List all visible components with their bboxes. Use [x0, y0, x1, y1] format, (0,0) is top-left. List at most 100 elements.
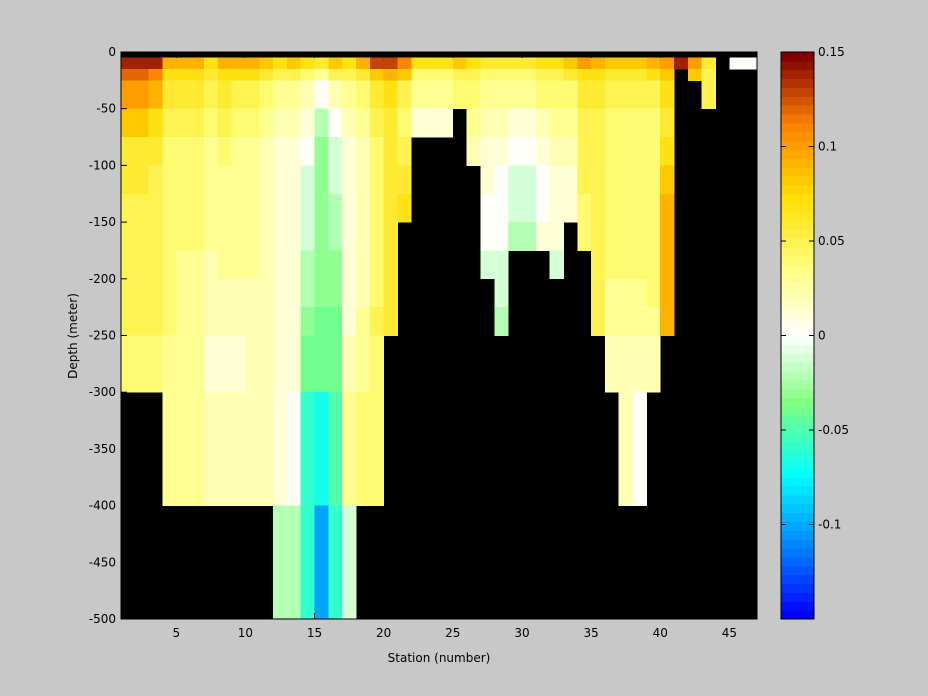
colorbar-tick-label: 0: [818, 329, 826, 343]
heatmap-cell: [563, 69, 578, 81]
heatmap-cell: [121, 250, 150, 280]
heatmap-cell: [328, 193, 343, 223]
heatmap-cell: [535, 193, 551, 223]
colorbar-band: [781, 565, 814, 576]
x-tick-label: 20: [376, 626, 391, 640]
heatmap-cell: [508, 137, 537, 166]
colorbar-band: [781, 494, 814, 505]
heatmap-cell: [563, 165, 578, 195]
y-tick-label: -250: [89, 329, 116, 343]
heatmap-cell: [535, 222, 551, 251]
heatmap-cell: [314, 307, 329, 336]
colorbar-band: [781, 530, 814, 540]
heatmap-cell: [494, 80, 509, 110]
colorbar-band: [781, 114, 814, 124]
heatmap-cell: [397, 193, 412, 223]
colorbar-band: [781, 397, 814, 407]
heatmap-cell: [217, 278, 233, 308]
colorbar-band: [781, 601, 814, 611]
heatmap-cell: [480, 137, 495, 166]
heatmap-cell: [314, 278, 329, 308]
heatmap-cell: [286, 193, 302, 223]
heatmap-cell: [217, 165, 233, 195]
heatmap-cell: [328, 307, 343, 336]
heatmap-cell: [314, 165, 329, 195]
heatmap-cell: [259, 165, 274, 195]
heatmap-cell: [231, 307, 246, 336]
heatmap-cell: [494, 69, 509, 81]
heatmap-cell: [369, 250, 385, 280]
heatmap-cell: [300, 392, 315, 506]
heatmap-cell: [162, 335, 177, 393]
colorbar-band: [781, 167, 814, 177]
heatmap-cell: [604, 137, 620, 166]
heatmap-cell: [356, 307, 371, 336]
colorbar-band: [781, 610, 814, 620]
heatmap-cell: [328, 505, 343, 620]
heatmap-cell: [687, 57, 703, 70]
heatmap-cell: [162, 69, 177, 81]
heatmap-cell: [121, 222, 150, 251]
heatmap-cell: [604, 57, 620, 70]
heatmap-cell: [162, 250, 177, 280]
heatmap-cell: [203, 278, 219, 308]
colorbar-band: [781, 69, 814, 80]
heatmap-cell: [286, 278, 302, 308]
heatmap-cell: [300, 250, 315, 280]
heatmap-cell: [300, 505, 315, 620]
heatmap-cell: [121, 335, 150, 393]
heatmap-cell: [231, 193, 246, 223]
heatmap-cell: [148, 193, 163, 223]
heatmap-cell: [176, 392, 205, 506]
heatmap-cell: [646, 307, 661, 336]
heatmap-cell: [245, 335, 260, 393]
heatmap-cell: [494, 165, 509, 195]
heatmap-cell: [687, 69, 703, 81]
heatmap-cell: [328, 278, 343, 308]
heatmap-cell: [121, 165, 150, 195]
heatmap-cell: [383, 165, 398, 195]
colorbar-band: [781, 592, 814, 602]
heatmap-cell: [660, 69, 675, 81]
heatmap-cell: [356, 57, 371, 70]
colorbar-band: [781, 574, 814, 585]
heatmap-cell: [121, 307, 150, 336]
heatmap-cell: [342, 250, 357, 280]
y-tick-label: -500: [89, 612, 116, 626]
heatmap-cell: [508, 80, 537, 110]
heatmap-cell: [342, 137, 357, 166]
heatmap-cell: [162, 57, 177, 70]
colorbar-band: [781, 432, 814, 443]
colorbar-band: [781, 335, 814, 345]
heatmap-cell: [660, 108, 675, 138]
heatmap-cell: [563, 57, 578, 70]
heatmap-cell: [286, 57, 302, 70]
heatmap-cell: [328, 69, 343, 81]
heatmap-cell: [480, 69, 495, 81]
colorbar-band: [781, 344, 814, 354]
colorbar-band: [781, 282, 814, 292]
heatmap-cell: [549, 69, 564, 81]
heatmap-cell: [162, 307, 177, 336]
heatmap-cell: [452, 80, 468, 110]
heatmap-cell: [618, 392, 633, 506]
heatmap-cell: [591, 57, 606, 70]
heatmap-cell: [314, 80, 329, 110]
colorbar-band: [781, 140, 814, 150]
heatmap-cell: [480, 222, 495, 251]
heatmap-cell: [646, 137, 661, 166]
colorbar-band: [781, 78, 814, 88]
heatmap-cell: [314, 69, 329, 81]
heatmap-cell: [494, 193, 509, 223]
heatmap-cell: [314, 250, 329, 280]
heatmap-cell: [646, 250, 661, 280]
heatmap-cell: [646, 278, 661, 308]
colorbar-band: [781, 512, 814, 523]
heatmap-cell: [328, 137, 343, 166]
heatmap-cell: [591, 108, 606, 138]
heatmap-cell: [660, 278, 675, 308]
colorbar-tick-label: -0.05: [818, 423, 849, 437]
heatmap-cell: [342, 392, 357, 506]
heatmap-cell: [632, 69, 647, 81]
